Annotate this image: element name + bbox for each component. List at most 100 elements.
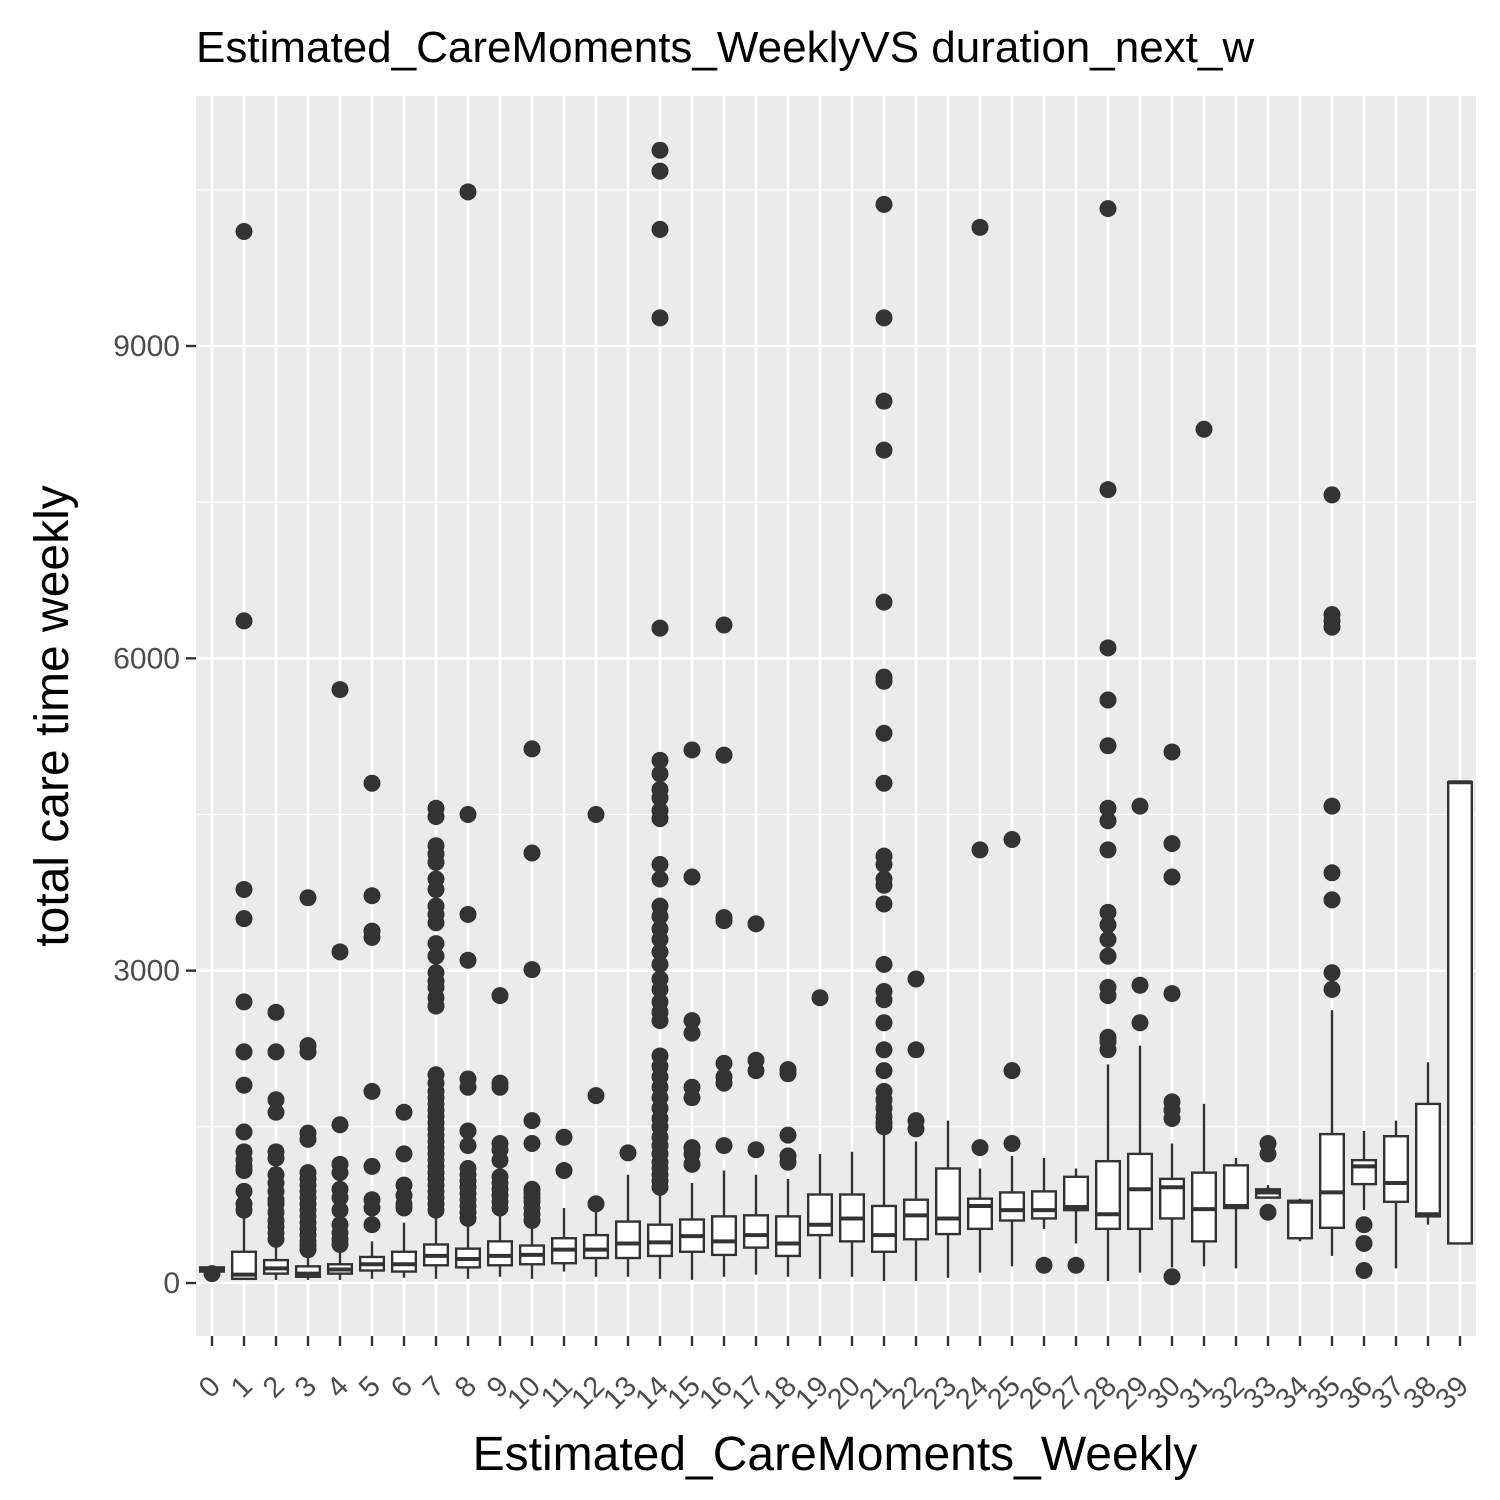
outlier-point [619, 1144, 637, 1162]
box-18 [774, 1061, 802, 1277]
outlier-point [779, 1065, 797, 1083]
box-30 [1158, 743, 1186, 1286]
box-4 [326, 681, 354, 1280]
outlier-point [1195, 420, 1213, 438]
outlier-point [427, 853, 445, 871]
outlier-point [1323, 618, 1341, 636]
outlier-point [331, 1116, 349, 1134]
outlier-point [395, 1199, 413, 1217]
outlier-point [651, 810, 669, 828]
outlier-point [1163, 868, 1181, 886]
box-body [1286, 1199, 1314, 1240]
box-15 [678, 741, 706, 1280]
outlier-point [651, 855, 669, 873]
box-10 [518, 740, 546, 1279]
outlier-point [491, 1078, 509, 1096]
outlier-point [971, 218, 989, 236]
outlier-point [523, 1212, 541, 1230]
box-28 [1094, 200, 1122, 1281]
box-6 [390, 1103, 418, 1278]
box-34 [1286, 1198, 1314, 1242]
box-body [1222, 1164, 1250, 1210]
outlier-point [299, 889, 317, 907]
box-37 [1382, 1120, 1410, 1269]
outlier-point [651, 870, 669, 888]
outlier-point [235, 993, 253, 1011]
outlier-point [1163, 1268, 1181, 1286]
outlier-point [651, 930, 669, 948]
outlier-point [427, 880, 445, 898]
box-body [934, 1167, 962, 1236]
box-22 [902, 970, 930, 1281]
outlier-point [331, 943, 349, 961]
outlier-point [875, 724, 893, 742]
outlier-point [1131, 1014, 1149, 1032]
outlier-point [1003, 1062, 1021, 1080]
outlier-point [363, 1216, 381, 1234]
x-tick-label: 1 [225, 1370, 259, 1404]
outlier-point [1003, 1134, 1021, 1152]
y-tick-label: 9000 [113, 330, 180, 363]
box-0 [198, 1265, 226, 1283]
box-3 [294, 889, 322, 1280]
box-32 [1222, 1158, 1250, 1269]
box-body [742, 1214, 770, 1249]
outlier-point [651, 943, 669, 961]
box-2 [262, 1003, 290, 1280]
box-body [390, 1250, 418, 1273]
outlier-point [363, 774, 381, 792]
outlier-point [331, 681, 349, 699]
box-body [294, 1265, 322, 1278]
box-body [1158, 1177, 1186, 1220]
outlier-point [1099, 812, 1117, 830]
box-body [806, 1193, 834, 1237]
outlier-point [491, 987, 509, 1005]
outlier-point [427, 997, 445, 1015]
outlier-point [587, 1087, 605, 1105]
outlier-point [1163, 835, 1181, 853]
box-body [614, 1220, 642, 1260]
outlier-point [907, 1120, 925, 1138]
outlier-point [203, 1265, 221, 1283]
x-tick-label: 0 [193, 1370, 227, 1404]
outlier-point [363, 928, 381, 946]
outlier-point [1323, 891, 1341, 909]
outlier-point [1099, 916, 1117, 934]
box-body [902, 1198, 930, 1241]
outlier-point [235, 1182, 253, 1200]
outlier-point [235, 910, 253, 928]
outlier-point [331, 1201, 349, 1219]
box-body [870, 1204, 898, 1253]
box-body [998, 1191, 1026, 1222]
box-13 [614, 1144, 642, 1277]
box-14 [646, 141, 674, 1279]
outlier-point [1099, 930, 1117, 948]
outlier-point [651, 765, 669, 783]
box-body [486, 1240, 514, 1267]
outlier-point [1163, 743, 1181, 761]
box-17 [742, 915, 770, 1275]
outlier-point [523, 1112, 541, 1130]
outlier-point [1323, 797, 1341, 815]
box-31 [1190, 420, 1218, 1267]
outlier-point [907, 1041, 925, 1059]
outlier-point [1099, 841, 1117, 859]
outlier-point [267, 1149, 285, 1167]
x-tick-label: 3 [289, 1370, 323, 1404]
x-axis-title: Estimated_CareMoments_Weekly [473, 1428, 1198, 1481]
y-tick-label: 6000 [113, 642, 180, 675]
outlier-point [779, 1126, 797, 1144]
outlier-point [651, 751, 669, 769]
y-axis-title: total care time weekly [26, 485, 79, 947]
outlier-point [715, 1054, 733, 1072]
outlier-point [1099, 639, 1117, 657]
box-25 [998, 830, 1026, 1267]
outlier-point [875, 392, 893, 410]
outlier-point [1259, 1145, 1277, 1163]
outlier-point [331, 1235, 349, 1253]
box-36 [1350, 1130, 1378, 1280]
outlier-point [683, 868, 701, 886]
outlier-point [555, 1128, 573, 1146]
outlier-point [971, 841, 989, 859]
outlier-point [715, 1137, 733, 1155]
